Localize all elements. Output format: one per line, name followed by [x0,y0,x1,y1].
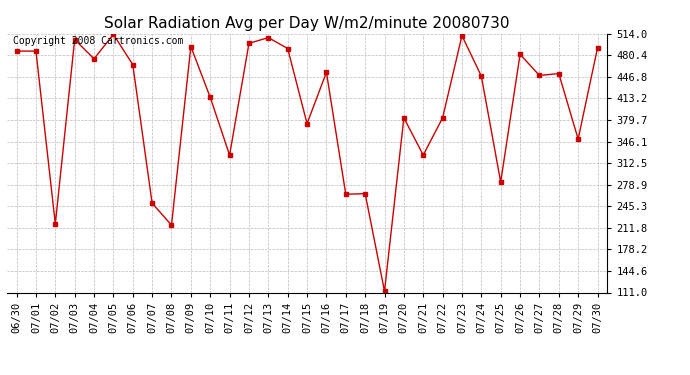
Title: Solar Radiation Avg per Day W/m2/minute 20080730: Solar Radiation Avg per Day W/m2/minute … [104,16,510,31]
Text: Copyright 2008 Cartronics.com: Copyright 2008 Cartronics.com [13,36,184,46]
